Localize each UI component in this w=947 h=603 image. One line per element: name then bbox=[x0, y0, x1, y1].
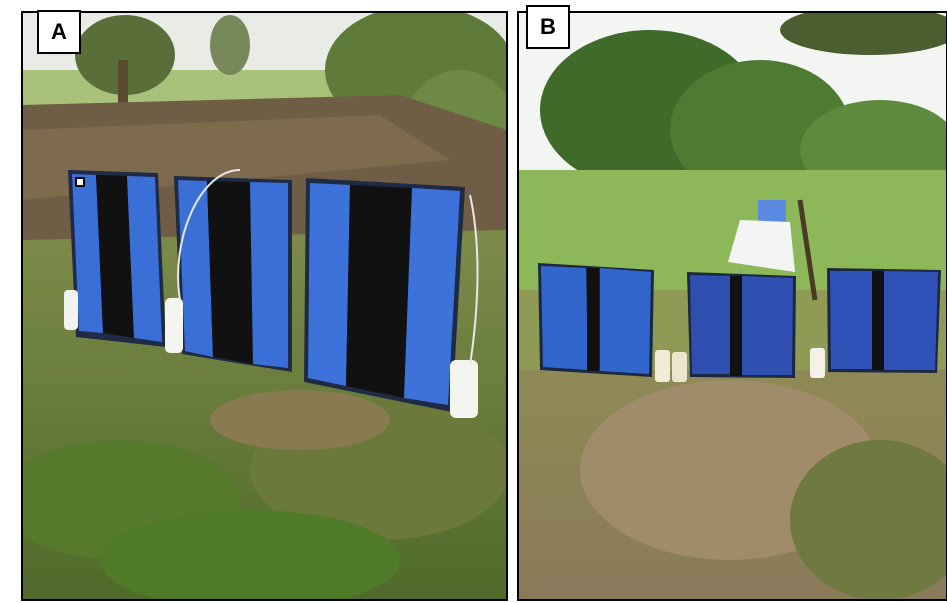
photo-a-shape bbox=[308, 183, 350, 386]
photo-a bbox=[22, 12, 507, 600]
photo-b bbox=[518, 12, 947, 600]
photo-b-shape bbox=[587, 268, 599, 371]
panel-label-text: A bbox=[51, 19, 67, 44]
photo-b-shape bbox=[600, 268, 651, 374]
photo-b-shape bbox=[810, 348, 825, 378]
photo-a-shape bbox=[177, 169, 241, 301]
photo-b-shape bbox=[730, 276, 742, 376]
photo-b-shape bbox=[541, 266, 588, 370]
photo-b-shape bbox=[884, 271, 938, 370]
photo-b-shape bbox=[797, 199, 818, 301]
photo-b-shape bbox=[790, 440, 947, 600]
photo-b-shape bbox=[758, 200, 786, 222]
panel-label-a-shape bbox=[37, 10, 81, 54]
frame-a bbox=[21, 11, 508, 601]
photo-a-shape bbox=[210, 15, 250, 75]
photo-b-shape bbox=[690, 275, 730, 374]
photo-a-shape bbox=[100, 510, 400, 600]
frame-b bbox=[517, 11, 947, 601]
photo-b-shape bbox=[872, 271, 884, 370]
photo-a-shape bbox=[210, 390, 390, 450]
photo-b-shape bbox=[672, 352, 687, 382]
panel-label-a: A bbox=[37, 10, 81, 54]
photo-a-shape bbox=[404, 188, 460, 405]
photo-a-shape bbox=[75, 177, 85, 187]
photo-a-shape bbox=[75, 15, 175, 95]
photo-b-shape bbox=[655, 350, 670, 382]
panel-label-text: B bbox=[540, 14, 556, 39]
photo-a-shape bbox=[72, 174, 103, 333]
photo-b-shape bbox=[728, 220, 795, 272]
photo-b-shape bbox=[830, 271, 872, 369]
photo-a-shape bbox=[469, 194, 479, 366]
photo-a-shape bbox=[346, 185, 412, 398]
photo-a-shape bbox=[250, 182, 288, 368]
photo-b-shape bbox=[742, 276, 793, 375]
photo-a-shape bbox=[207, 181, 253, 364]
panel-label-b: B bbox=[526, 5, 570, 49]
photo-a-shape bbox=[118, 60, 128, 105]
photo-a-shape bbox=[96, 175, 134, 338]
photo-a-shape bbox=[450, 360, 478, 418]
photo-b-shape bbox=[780, 12, 947, 55]
photo-a-shape bbox=[165, 298, 183, 353]
photo-a-shape bbox=[127, 176, 162, 342]
photo-a-shape bbox=[64, 290, 78, 330]
panel-label-b-shape bbox=[526, 5, 570, 49]
